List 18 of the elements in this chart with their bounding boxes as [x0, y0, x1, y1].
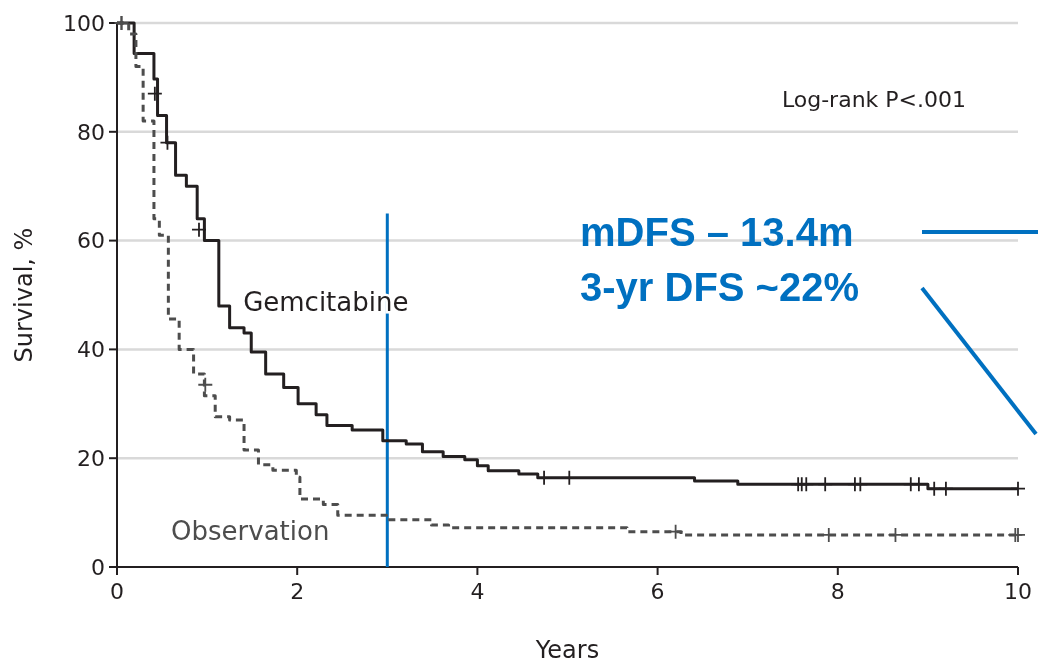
y-tick-label: 60 — [77, 228, 105, 254]
x-tick-label: 2 — [290, 579, 305, 604]
x-tick-label: 8 — [830, 579, 845, 604]
y-tick-label: 100 — [63, 10, 105, 36]
x-tick-label: 0 — [110, 579, 124, 604]
x-axis-title: Years — [534, 636, 600, 663]
y-tick-label: 0 — [91, 554, 105, 580]
x-tick-label: 4 — [470, 579, 485, 604]
annotation: mDFS – 13.4m — [580, 210, 854, 254]
series-label: Observation — [171, 515, 330, 546]
y-axis-title: Survival, % — [10, 227, 38, 363]
x-tick-label: 6 — [650, 579, 665, 604]
y-tick-label: 40 — [77, 337, 105, 363]
x-tick-label: 10 — [1004, 579, 1032, 604]
annotation: Log-rank P<.001 — [781, 87, 966, 112]
y-tick-label: 80 — [77, 119, 105, 145]
annotation: 3-yr DFS ~22% — [580, 265, 860, 309]
y-tick-label: 20 — [77, 445, 105, 471]
